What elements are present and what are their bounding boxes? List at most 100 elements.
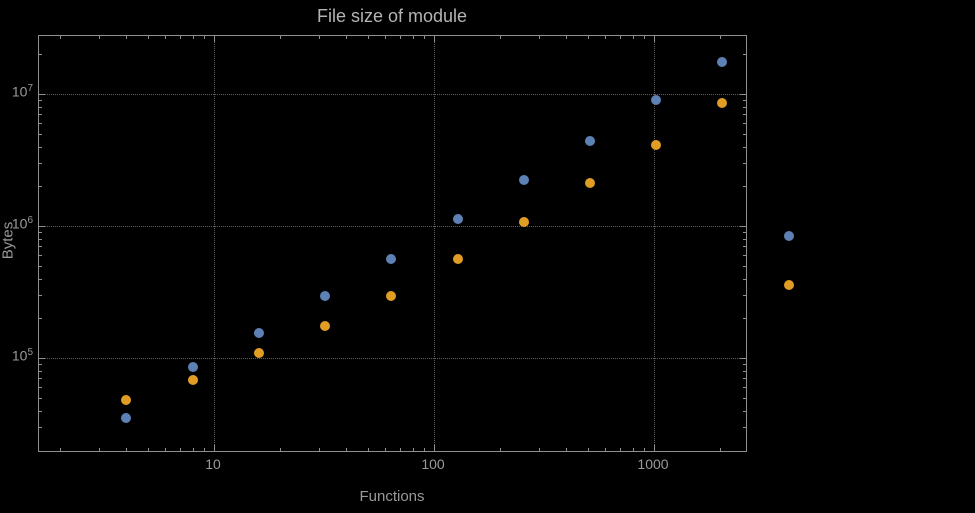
y-tick-minor — [743, 246, 746, 248]
y-tick-exponent: 6 — [27, 215, 33, 226]
y-tick-minor — [39, 364, 42, 366]
x-tick-minor — [720, 36, 722, 39]
data-point-series-1-blue — [187, 362, 198, 373]
x-tick-minor — [147, 36, 149, 39]
x-tick-minor — [179, 36, 181, 39]
data-point-series-2-orange — [585, 178, 596, 189]
x-tick-minor — [643, 36, 645, 39]
x-tick-minor — [367, 36, 369, 39]
x-tick-minor — [566, 448, 568, 451]
x-tick-minor — [538, 36, 540, 39]
x-gridline — [214, 36, 215, 451]
x-gridline — [654, 36, 655, 451]
x-tick-minor — [60, 36, 62, 39]
data-point-series-2-orange — [651, 140, 662, 151]
x-tick-minor — [632, 36, 634, 39]
y-tick-exponent: 7 — [27, 83, 33, 94]
x-tick-minor — [60, 448, 62, 451]
y-tick-minor — [743, 133, 746, 135]
y-tick-minor — [743, 378, 746, 380]
y-tick-minor — [39, 100, 42, 102]
y-tick-minor — [743, 427, 746, 429]
y-tick-minor — [39, 106, 42, 108]
data-point-series-1-blue — [783, 230, 794, 241]
y-tick-minor — [39, 246, 42, 248]
y-tick-minor — [743, 123, 746, 125]
x-tick-minor — [500, 448, 502, 451]
y-tick-minor — [743, 318, 746, 320]
x-tick-minor — [179, 448, 181, 451]
y-tick-minor — [39, 133, 42, 135]
y-tick-minor — [743, 114, 746, 116]
y-tick-minor — [743, 387, 746, 389]
y-tick-minor — [743, 397, 746, 399]
y-tick-major — [740, 226, 746, 227]
data-point-series-1-blue — [452, 213, 463, 224]
data-point-series-1-blue — [121, 413, 132, 424]
y-gridline — [39, 94, 746, 95]
y-tick-label: 106 — [11, 215, 33, 232]
data-point-series-2-orange — [717, 98, 728, 109]
y-tick-minor — [39, 318, 42, 320]
x-tick-minor — [412, 36, 414, 39]
y-tick-label: 105 — [11, 347, 33, 364]
y-tick-minor — [743, 265, 746, 267]
x-tick-minor — [280, 448, 282, 451]
x-tick-minor — [605, 36, 607, 39]
y-tick-minor — [39, 397, 42, 399]
data-point-series-2-orange — [121, 395, 132, 406]
y-tick-minor — [39, 123, 42, 125]
x-tick-minor — [587, 36, 589, 39]
y-tick-minor — [39, 186, 42, 188]
x-tick-minor — [126, 36, 128, 39]
x-tick-minor — [203, 36, 205, 39]
x-tick-minor — [346, 448, 348, 451]
x-tick-minor — [619, 448, 621, 451]
x-tick-minor — [566, 36, 568, 39]
chart-title: File size of module — [316, 6, 468, 26]
y-tick-minor — [39, 387, 42, 389]
x-tick-minor — [412, 448, 414, 451]
y-tick-minor — [743, 278, 746, 280]
x-tick-minor — [98, 36, 100, 39]
x-tick-minor — [538, 448, 540, 451]
data-point-series-1-blue — [651, 95, 662, 106]
data-point-series-2-orange — [386, 290, 397, 301]
y-tick-minor — [743, 106, 746, 108]
x-tick-minor — [385, 36, 387, 39]
x-tick-minor — [192, 36, 194, 39]
x-tick-minor — [399, 36, 401, 39]
x-tick-minor — [399, 448, 401, 451]
x-tick-major — [214, 36, 215, 42]
y-tick-minor — [743, 370, 746, 372]
y-tick-minor — [39, 410, 42, 412]
x-gridline — [434, 36, 435, 451]
x-tick-minor — [500, 36, 502, 39]
y-tick-minor — [39, 427, 42, 429]
y-tick-minor — [743, 364, 746, 366]
x-tick-minor — [632, 448, 634, 451]
y-tick-major — [740, 94, 746, 95]
y-tick-minor — [39, 378, 42, 380]
x-tick-minor — [367, 448, 369, 451]
x-tick-minor — [192, 448, 194, 451]
data-point-series-2-orange — [452, 254, 463, 265]
x-tick-major — [434, 36, 435, 42]
data-point-series-1-blue — [386, 254, 397, 265]
y-tick-minor — [39, 370, 42, 372]
x-tick-minor — [98, 448, 100, 451]
y-tick-minor — [39, 232, 42, 234]
x-tick-label: 1000 — [637, 456, 669, 472]
y-tick-minor — [39, 238, 42, 240]
x-tick-minor — [318, 448, 320, 451]
y-tick-major — [39, 226, 45, 227]
x-tick-major — [654, 445, 655, 451]
x-tick-minor — [346, 36, 348, 39]
y-tick-minor — [743, 100, 746, 102]
y-tick-minor — [743, 163, 746, 165]
data-point-series-1-blue — [717, 56, 728, 67]
y-tick-minor — [39, 255, 42, 257]
x-tick-major — [214, 445, 215, 451]
x-tick-minor — [643, 448, 645, 451]
